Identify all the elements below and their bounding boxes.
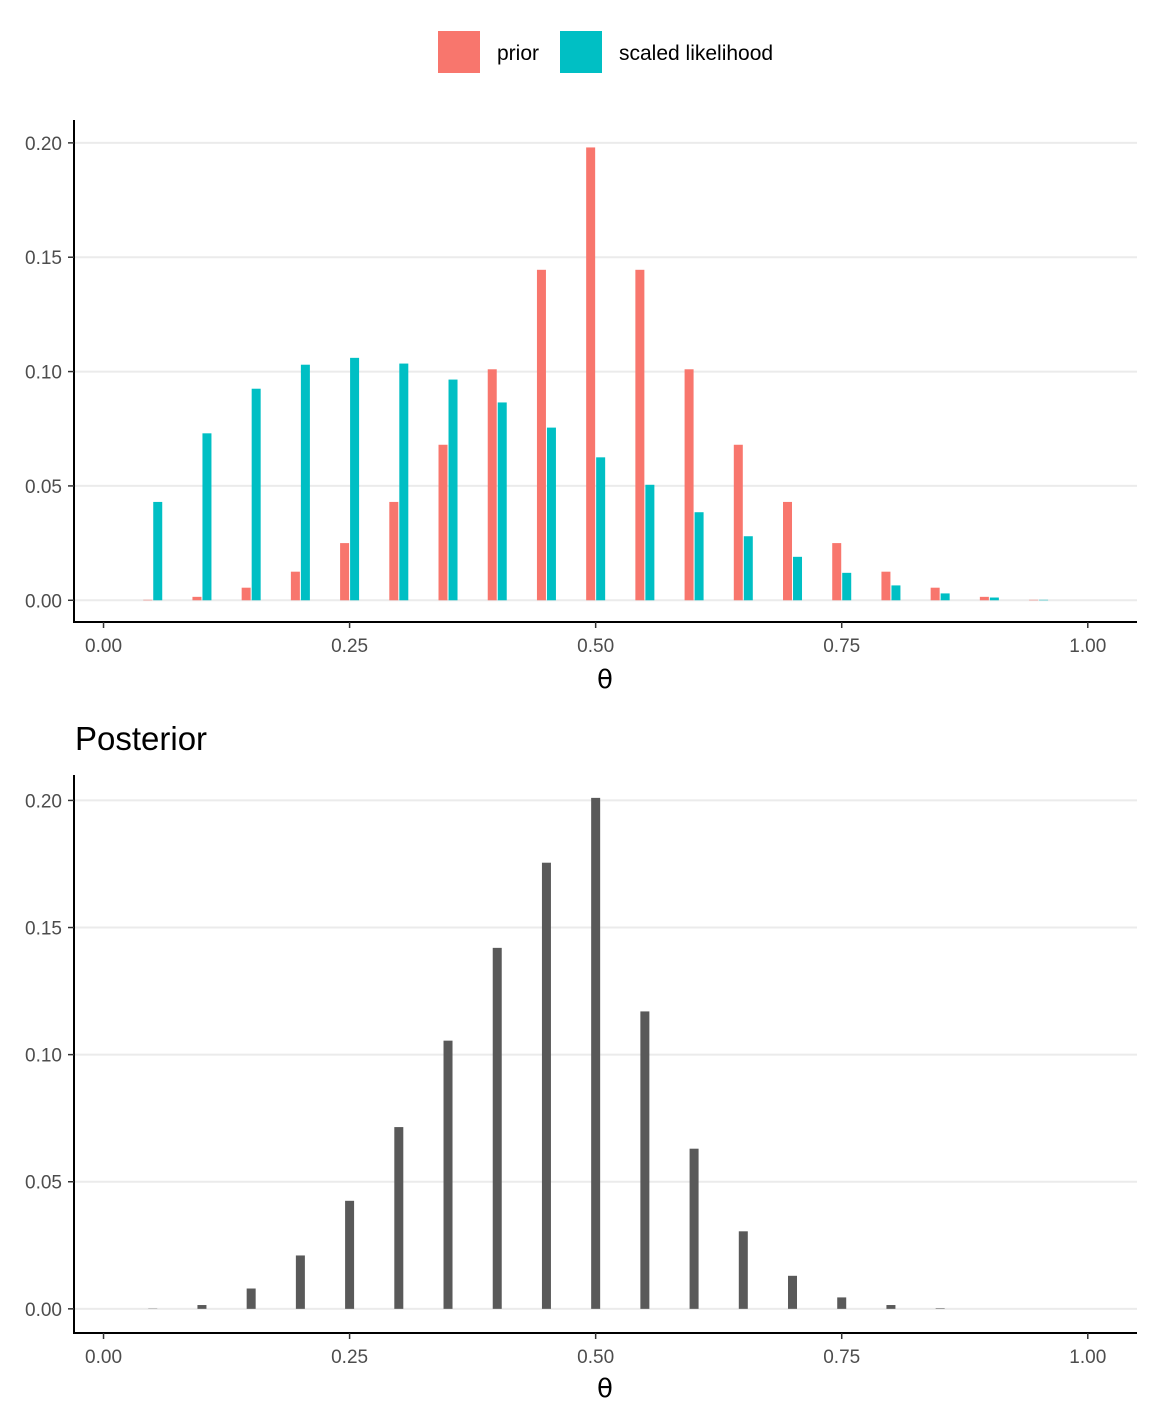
scaled-likelihood-bar	[743, 536, 753, 601]
y-tick-label: 0.20	[25, 134, 62, 155]
scaled-likelihood-bar	[694, 512, 704, 601]
prior-bar	[290, 571, 300, 601]
scaled-likelihood-bar	[448, 379, 458, 601]
scaled-likelihood-bar	[989, 597, 999, 601]
grid-lines	[74, 141, 1137, 602]
prior-bar	[340, 543, 350, 601]
y-tick-label: 0.05	[25, 477, 62, 498]
bars	[143, 147, 1049, 601]
x-tick-label: 0.50	[577, 636, 614, 657]
legend: prior scaled likelihood	[438, 31, 773, 73]
posterior-bar	[689, 1148, 699, 1309]
x-tick-label: 0.75	[823, 1347, 860, 1368]
scaled-likelihood-bar	[399, 363, 409, 601]
posterior-bar	[443, 1040, 453, 1309]
x-tick-label: 0.75	[823, 636, 860, 657]
scaled-likelihood-bar	[202, 433, 212, 601]
prior-bar	[438, 444, 448, 601]
prior-bar	[979, 596, 989, 601]
posterior-bar	[788, 1275, 798, 1309]
posterior-bar	[492, 947, 502, 1309]
y-tick-label: 0.15	[25, 248, 62, 269]
scaled-likelihood-bar	[497, 402, 507, 601]
scaled-likelihood-bar	[153, 501, 163, 601]
scaled-likelihood-bar	[251, 388, 261, 601]
chart-title: Posterior	[75, 720, 207, 757]
grid-lines	[74, 799, 1137, 1310]
scaled-likelihood-bar	[300, 364, 310, 601]
scaled-likelihood-bar	[842, 572, 852, 601]
x-tick-label: 0.25	[331, 636, 368, 657]
y-tick-label: 0.00	[25, 591, 62, 612]
x-axis-ticks: 0.00 0.25 0.50 0.75 1.00	[85, 1333, 1106, 1368]
x-tick-label: 1.00	[1069, 1347, 1106, 1368]
x-tick-label: 0.00	[85, 1347, 122, 1368]
legend-key-prior	[438, 31, 480, 73]
legend-label-prior: prior	[497, 42, 539, 65]
prior-bar	[241, 587, 251, 601]
x-tick-label: 1.00	[1069, 636, 1106, 657]
scaled-likelihood-bar	[350, 357, 360, 601]
posterior-bar	[345, 1200, 355, 1309]
prior-bar	[635, 269, 645, 601]
prior-bar	[684, 369, 694, 601]
legend-label-scaled-likelihood: scaled likelihood	[619, 42, 773, 65]
y-axis-ticks: 0.00 0.05 0.10 0.15 0.20	[25, 791, 74, 1321]
posterior-bar	[295, 1255, 305, 1309]
posterior-panel: Posterior 0.000.050.100.150.20 0.00 0.25 0…	[25, 720, 1137, 1404]
posterior-bar	[837, 1297, 847, 1309]
x-axis-title: θ	[597, 1374, 613, 1404]
scaled-likelihood-bar	[793, 556, 803, 601]
x-axis-title: θ	[597, 665, 613, 695]
prior-bar	[487, 369, 497, 601]
y-tick-label: 0.15	[25, 919, 62, 940]
y-tick-label: 0.10	[25, 363, 62, 384]
posterior-bar	[541, 862, 551, 1309]
posterior-bar	[738, 1231, 748, 1309]
posterior-bar	[591, 797, 601, 1309]
prior-likelihood-panel: 0.00 0.05 0.10 0.15 0.20 0.00 0.25 0.50 0.75 1.0…	[25, 120, 1137, 695]
scaled-likelihood-bar	[891, 585, 901, 601]
y-tick-label: 0.05	[25, 1173, 62, 1194]
scaled-likelihood-bar	[940, 593, 950, 601]
y-tick-label: 0.00	[25, 1300, 62, 1321]
bars	[148, 797, 945, 1309]
posterior-bar	[886, 1305, 896, 1309]
posterior-bar	[197, 1305, 207, 1309]
prior-bar	[536, 269, 546, 601]
prior-bar	[389, 501, 399, 601]
prior-bar	[733, 444, 743, 601]
x-tick-label: 0.00	[85, 636, 122, 657]
x-axis-ticks: 0.00 0.25 0.50 0.75 1.00	[85, 622, 1106, 657]
posterior-bar	[935, 1308, 945, 1309]
legend-key-scaled-likelihood	[560, 31, 602, 73]
y-tick-label: 0.10	[25, 1046, 62, 1067]
x-tick-label: 0.25	[331, 1347, 368, 1368]
posterior-bar	[394, 1127, 404, 1309]
posterior-bar	[640, 1011, 650, 1309]
scaled-likelihood-bar	[645, 484, 655, 601]
prior-bar	[930, 587, 940, 601]
prior-bar	[192, 596, 202, 601]
y-tick-label: 0.20	[25, 791, 62, 812]
x-tick-label: 0.50	[577, 1347, 614, 1368]
prior-bar	[832, 543, 842, 601]
posterior-bar	[246, 1288, 256, 1309]
prior-bar	[783, 501, 793, 601]
y-axis-ticks: 0.00 0.05 0.10 0.15 0.20	[25, 134, 74, 612]
prior-bar	[586, 147, 596, 601]
scaled-likelihood-bar	[596, 457, 606, 601]
scaled-likelihood-bar	[546, 427, 556, 601]
prior-bar	[881, 571, 891, 601]
